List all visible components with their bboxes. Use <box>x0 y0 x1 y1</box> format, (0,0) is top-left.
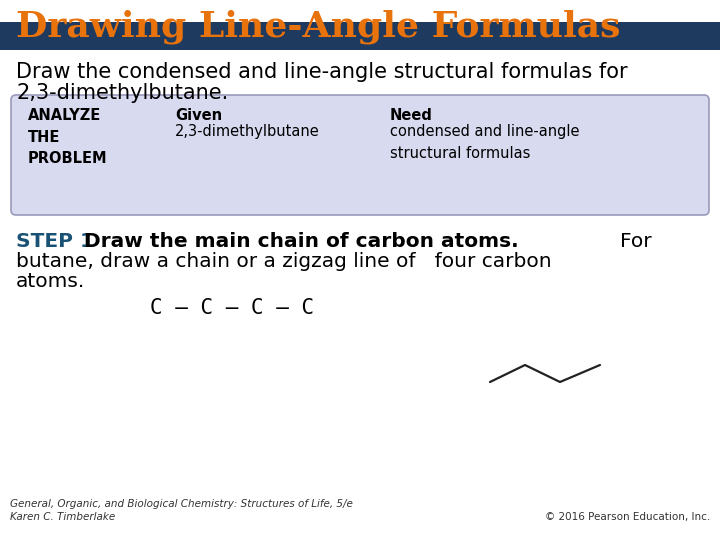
Text: condensed and line-angle
structural formulas: condensed and line-angle structural form… <box>390 124 580 160</box>
Text: butane, draw a chain or a zigzag line of   four carbon: butane, draw a chain or a zigzag line of… <box>16 252 552 271</box>
Text: C — C — C — C: C — C — C — C <box>150 298 314 318</box>
Text: Need: Need <box>390 108 433 123</box>
Text: Draw the main chain of carbon atoms.: Draw the main chain of carbon atoms. <box>84 232 518 251</box>
Text: STEP 1: STEP 1 <box>16 232 94 251</box>
Text: atoms.: atoms. <box>16 272 85 291</box>
Text: © 2016 Pearson Education, Inc.: © 2016 Pearson Education, Inc. <box>545 512 710 522</box>
Text: 2,3-dimethylbutane.: 2,3-dimethylbutane. <box>16 83 228 103</box>
Text: 2,3-dimethylbutane: 2,3-dimethylbutane <box>175 124 320 139</box>
Text: Given: Given <box>175 108 222 123</box>
Text: General, Organic, and Biological Chemistry: Structures of Life, 5/e
Karen C. Tim: General, Organic, and Biological Chemist… <box>10 499 353 522</box>
Text: ANALYZE
THE
PROBLEM: ANALYZE THE PROBLEM <box>28 108 107 166</box>
Text: Drawing Line-Angle Formulas: Drawing Line-Angle Formulas <box>16 10 621 44</box>
FancyBboxPatch shape <box>11 95 709 215</box>
Text: For: For <box>620 232 652 251</box>
Text: Draw the condensed and line-angle structural formulas for: Draw the condensed and line-angle struct… <box>16 62 628 82</box>
FancyBboxPatch shape <box>0 22 720 50</box>
